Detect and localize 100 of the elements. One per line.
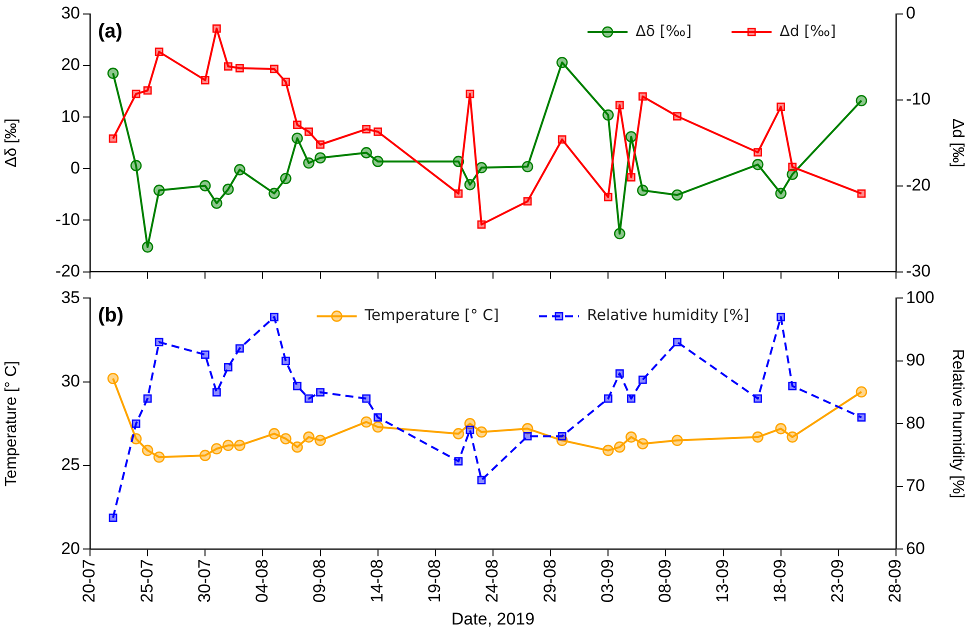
- point: [626, 431, 637, 443]
- point: [362, 394, 371, 403]
- x-tick-label: 25-07: [137, 559, 156, 603]
- point: [236, 64, 244, 72]
- x-tick-label: 03-09: [598, 559, 617, 603]
- y-tick-label: 0: [70, 158, 80, 178]
- x-axis-title: Date, 2019: [451, 609, 535, 628]
- y2-tick-label: 90: [906, 350, 925, 370]
- point: [293, 120, 302, 130]
- point: [523, 197, 532, 206]
- y2-tick-label: -10: [906, 90, 931, 109]
- point: [199, 180, 211, 192]
- point: [637, 438, 648, 450]
- point: [626, 131, 637, 142]
- point: [143, 86, 152, 95]
- point: [786, 431, 798, 443]
- x-tick-label: 24-08: [482, 559, 502, 603]
- point: [304, 394, 313, 403]
- point: [108, 134, 118, 143]
- point: [199, 450, 211, 462]
- point: [304, 128, 313, 136]
- x-tick-label: 20-07: [80, 559, 99, 603]
- x-tick-label: 19-08: [425, 559, 444, 603]
- y-axis-title: Temperature [° C]: [3, 360, 20, 486]
- point: [142, 444, 154, 456]
- y2-axis-title: Δd [‰]: [948, 118, 966, 168]
- y-tick-label: -20: [55, 261, 80, 280]
- point: [615, 369, 624, 378]
- point: [788, 162, 797, 172]
- point: [270, 64, 278, 74]
- point: [626, 394, 636, 403]
- point: [454, 457, 463, 466]
- point: [522, 160, 534, 172]
- point: [672, 189, 683, 201]
- y2-tick-label: 80: [906, 413, 925, 432]
- point: [268, 188, 280, 200]
- point: [604, 394, 612, 403]
- x-tick-label: 29-08: [540, 559, 560, 603]
- y-tick-label: 10: [61, 106, 80, 126]
- annotation: (a): [98, 20, 122, 43]
- point: [754, 148, 762, 157]
- point: [224, 363, 232, 372]
- point: [224, 62, 232, 71]
- point: [626, 173, 636, 182]
- point: [752, 158, 764, 170]
- x-tick-label: 09-08: [310, 559, 329, 603]
- point: [476, 162, 488, 174]
- x-tick-label: 23-09: [828, 559, 848, 603]
- point: [280, 433, 292, 444]
- point: [637, 184, 648, 196]
- x-tick-label: 08-09: [655, 559, 674, 603]
- point: [615, 100, 624, 110]
- point: [154, 338, 164, 346]
- point: [132, 419, 140, 428]
- point: [268, 428, 280, 440]
- x-tick-label: 28-09: [886, 559, 905, 603]
- point: [673, 112, 682, 120]
- point: [107, 372, 119, 384]
- point: [523, 432, 532, 440]
- point: [466, 90, 474, 98]
- y-tick-label: 20: [61, 538, 80, 558]
- point: [477, 220, 486, 229]
- point: [211, 443, 222, 454]
- point: [776, 102, 786, 111]
- y2-axis-title: Relative humidity [%]: [948, 348, 966, 498]
- point: [153, 451, 165, 463]
- point: [558, 135, 566, 144]
- point: [154, 48, 164, 56]
- point: [270, 312, 278, 322]
- x-tick-label: 13-09: [712, 559, 732, 603]
- y2-tick-label: 0: [906, 4, 916, 23]
- point: [673, 338, 682, 346]
- point: [856, 386, 868, 398]
- point: [466, 426, 474, 434]
- point: [372, 421, 384, 433]
- point: [282, 78, 290, 86]
- point: [604, 192, 612, 202]
- point: [316, 388, 324, 396]
- point: [752, 431, 764, 443]
- point: [211, 198, 222, 209]
- y-tick-label: 30: [61, 4, 80, 23]
- x-tick-label: 04-08: [252, 559, 272, 603]
- x-tick-label: 18-09: [770, 559, 790, 603]
- point: [314, 434, 326, 446]
- point: [477, 476, 486, 484]
- point: [856, 94, 868, 106]
- point: [143, 394, 152, 403]
- point: [775, 423, 787, 434]
- point: [857, 189, 866, 198]
- point: [638, 92, 647, 101]
- point: [292, 132, 303, 144]
- point: [857, 413, 866, 422]
- point: [672, 434, 683, 446]
- point: [153, 184, 165, 196]
- legend-label: Δd [‰]: [780, 22, 836, 40]
- point: [374, 128, 382, 136]
- point: [360, 416, 372, 428]
- x-tick-label: 30-07: [194, 559, 214, 603]
- y-tick-label: 35: [61, 288, 80, 307]
- point: [362, 124, 371, 134]
